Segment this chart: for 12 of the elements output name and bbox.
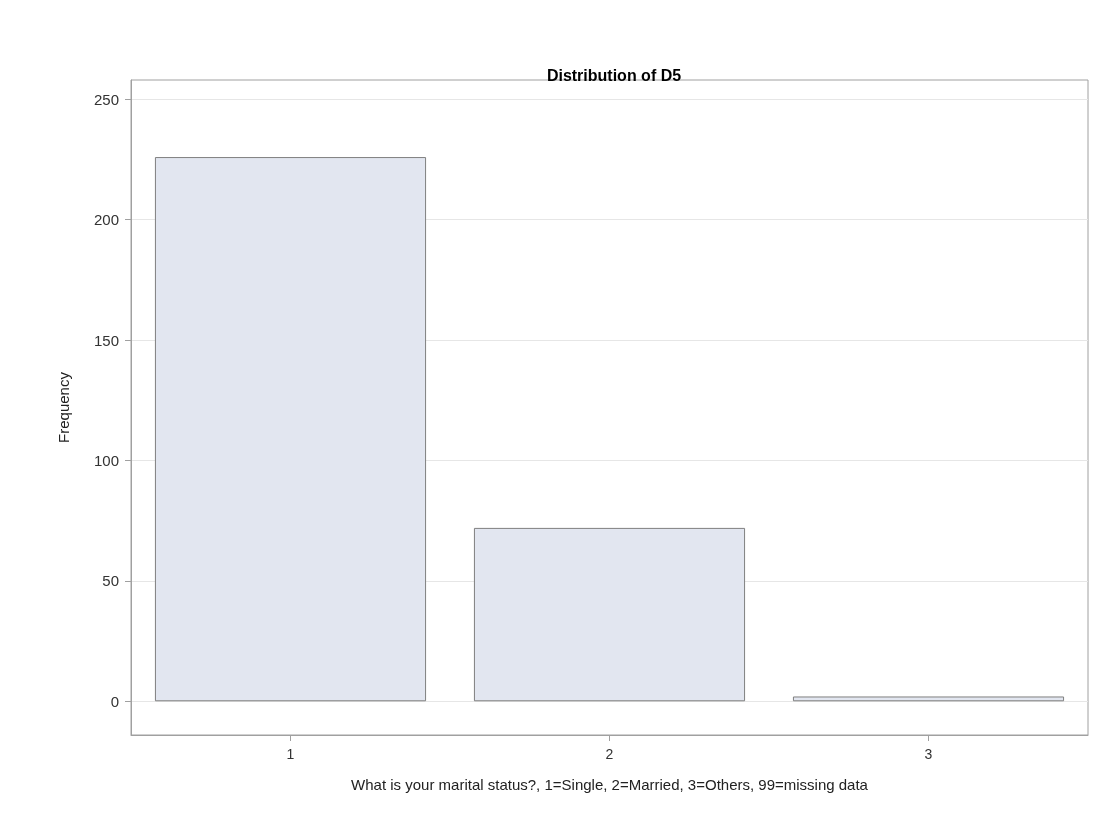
y-tick-label: 100 (93, 451, 119, 469)
chart-title: Distribution of D5 (546, 66, 682, 84)
x-axis-title: What is your marital status?, 1=Single, 2=Married, 3=Others, 99=missing data (351, 776, 869, 793)
y-tick-label: 200 (93, 211, 119, 229)
y-tick-label: 250 (93, 90, 119, 108)
x-tick-label: 1 (286, 746, 295, 762)
y-tick-label: 150 (93, 331, 119, 349)
x-tick-label: 3 (924, 746, 933, 762)
y-tick-label: 0 (110, 692, 119, 710)
x-tick-label: 2 (605, 746, 614, 762)
y-axis-title: Frequency (55, 371, 72, 443)
y-tick-label: 50 (102, 572, 119, 590)
